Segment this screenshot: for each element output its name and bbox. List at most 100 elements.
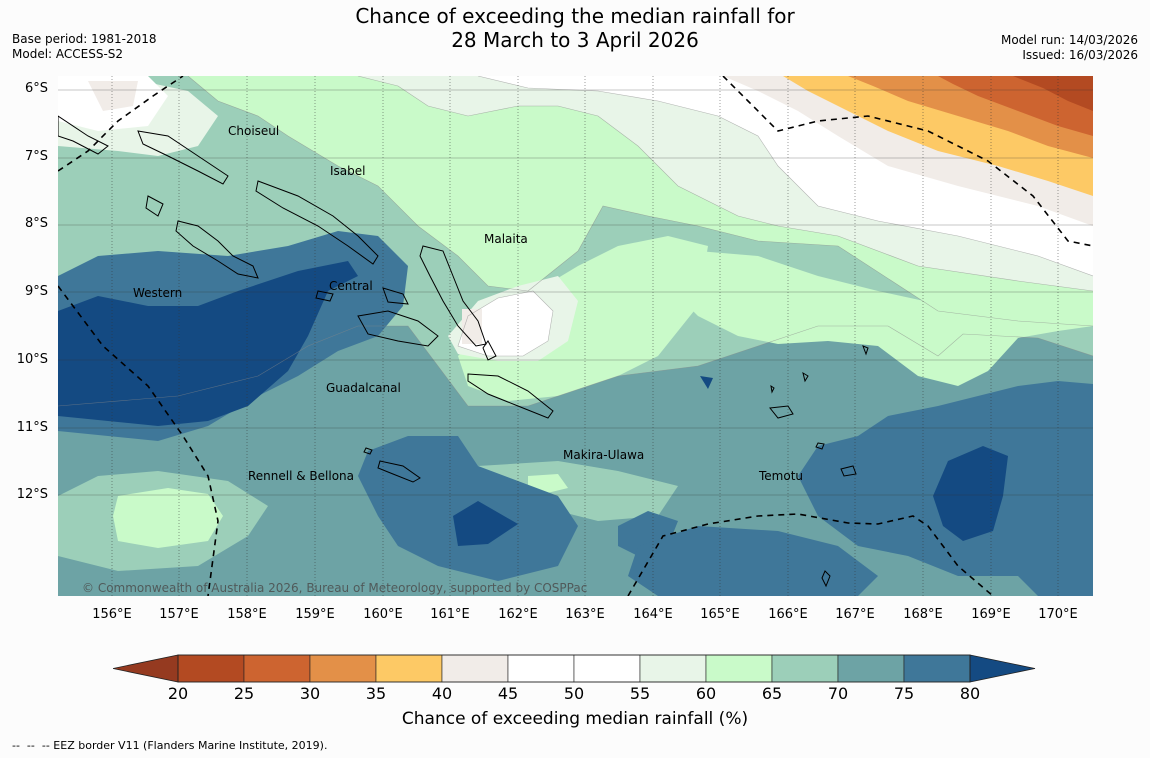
colorbar — [113, 654, 1036, 683]
colorbar-tick-label: 80 — [959, 684, 981, 703]
lon-label-168e: 168°E — [903, 607, 943, 622]
island-bellona — [363, 447, 373, 455]
lon-label-165e: 165°E — [700, 607, 740, 622]
contour-lines — [58, 76, 1093, 407]
province-label-rennell-bellona: Rennell & Bellona — [248, 469, 355, 483]
colorbar-segment — [639, 654, 707, 683]
island-reef — [802, 371, 809, 383]
lon-label-157e: 157°E — [159, 607, 199, 622]
region-60-65-east — [673, 251, 1093, 386]
lon-label-162e: 162°E — [498, 607, 538, 622]
lon-label-170e: 170°E — [1038, 607, 1078, 622]
graticule — [58, 89, 1093, 496]
eez-note: -- -- -- EEZ border V11 (Flanders Marine… — [12, 739, 328, 752]
lon-label-158e: 158°E — [227, 607, 267, 622]
lat-label-6s: 6°S — [24, 81, 48, 96]
lon-label-156e: 156°E — [92, 607, 132, 622]
island-vanikoro — [815, 442, 825, 450]
colorbar-tick-label: 50 — [563, 684, 585, 703]
colorbar-segment — [441, 654, 509, 683]
province-label-central: Central — [329, 279, 373, 293]
island-utupua — [840, 465, 857, 477]
colorbar-segment — [837, 654, 905, 683]
colorbar-tick-label: 55 — [629, 684, 651, 703]
colorbar-segment — [573, 654, 641, 683]
island-choiseul — [137, 130, 229, 185]
colorbar-segment — [507, 654, 575, 683]
island-anuta — [862, 345, 869, 356]
region-80-plus-west — [58, 261, 358, 426]
colorbar-segment — [309, 654, 377, 683]
island-duff — [770, 384, 775, 394]
region-80-plus-small — [700, 376, 713, 389]
colorbar-tick-label: 60 — [695, 684, 717, 703]
island-guadalcanal — [357, 310, 439, 347]
lon-label-163e: 163°E — [565, 607, 605, 622]
lon-label-159e: 159°E — [295, 607, 335, 622]
island-vella — [145, 195, 164, 217]
map-title-line1: Chance of exceeding the median rainfall … — [355, 4, 795, 28]
island-rennell — [377, 460, 421, 483]
lat-label-8s: 8°S — [24, 216, 48, 231]
colorbar-segment — [771, 654, 839, 683]
lat-label-12s: 12°S — [16, 487, 48, 502]
copyright-text: © Commonwealth of Australia 2026, Bureau… — [82, 581, 588, 595]
province-label-makira-ulawa: Makira-Ulawa — [563, 448, 645, 462]
island-florida — [315, 290, 334, 302]
island-small-malaita — [482, 340, 497, 361]
lat-label-10s: 10°S — [16, 352, 48, 367]
colorbar-under-triangle — [113, 654, 179, 683]
eez-borders — [58, 76, 1093, 596]
lon-label-160e: 160°E — [363, 607, 403, 622]
colorbar-segment — [243, 654, 311, 683]
island-santa-cruz — [769, 405, 794, 419]
colorbar-label: Chance of exceeding median rainfall (%) — [401, 709, 749, 729]
colorbar-tick-label: 45 — [497, 684, 519, 703]
lat-label-7s: 7°S — [24, 149, 48, 164]
region-75-80-mid — [628, 526, 878, 596]
colorbar-outline — [177, 654, 971, 683]
rainfall-probability-map — [58, 76, 1093, 596]
colorbar-segment — [705, 654, 773, 683]
colorbar-segment — [903, 654, 971, 683]
island-isabel — [255, 180, 379, 265]
colorbar-segment — [375, 654, 443, 683]
colorbar-segment — [177, 654, 245, 683]
lon-label-166e: 166°E — [768, 607, 808, 622]
region-40-45-malaita — [462, 309, 482, 344]
province-label-isabel: Isabel — [330, 164, 366, 178]
colorbar-tick-label: 75 — [893, 684, 915, 703]
colorbar-tick-label: 35 — [365, 684, 387, 703]
colorbar-tick-label: 40 — [431, 684, 453, 703]
region-60-65-sw — [113, 488, 223, 548]
lon-label-161e: 161°E — [430, 607, 470, 622]
colorbar-over-triangle — [969, 654, 1036, 683]
province-label-guadalcanal: Guadalcanal — [326, 381, 401, 395]
island-malaita — [419, 245, 487, 347]
island-russell — [382, 287, 409, 305]
colorbar-tick-label: 25 — [233, 684, 255, 703]
lon-label-164e: 164°E — [633, 607, 673, 622]
colorbar-tick-label: 65 — [761, 684, 783, 703]
base-period-text: Base period: 1981-2018 — [12, 32, 157, 46]
colorbar-ticks: 20 25 30 35 40 45 50 55 60 65 70 75 80 — [0, 684, 1150, 706]
region-40-45-nw — [88, 81, 138, 111]
lat-label-11s: 11°S — [16, 420, 48, 435]
colorbar-tick-label: 30 — [299, 684, 321, 703]
province-label-western: Western — [133, 286, 183, 300]
issued-text: Issued: 16/03/2026 — [1022, 48, 1138, 62]
island-tikopia — [821, 570, 831, 588]
region-20-25 — [1013, 76, 1093, 111]
island-new-georgia — [175, 220, 259, 279]
province-label-choiseul: Choiseul — [228, 124, 280, 138]
map-title-line2: 28 March to 3 April 2026 — [451, 28, 699, 52]
lon-label-169e: 169°E — [971, 607, 1011, 622]
region-80-plus-east — [933, 446, 1008, 541]
model-run-text: Model run: 14/03/2026 — [1000, 33, 1138, 47]
province-label-malaita: Malaita — [484, 232, 528, 246]
model-text: Model: ACCESS-S2 — [12, 47, 124, 61]
island-northwest — [58, 115, 109, 155]
colorbar-tick-label: 20 — [167, 684, 189, 703]
colorbar-tick-label: 70 — [827, 684, 849, 703]
coastlines — [58, 115, 869, 588]
